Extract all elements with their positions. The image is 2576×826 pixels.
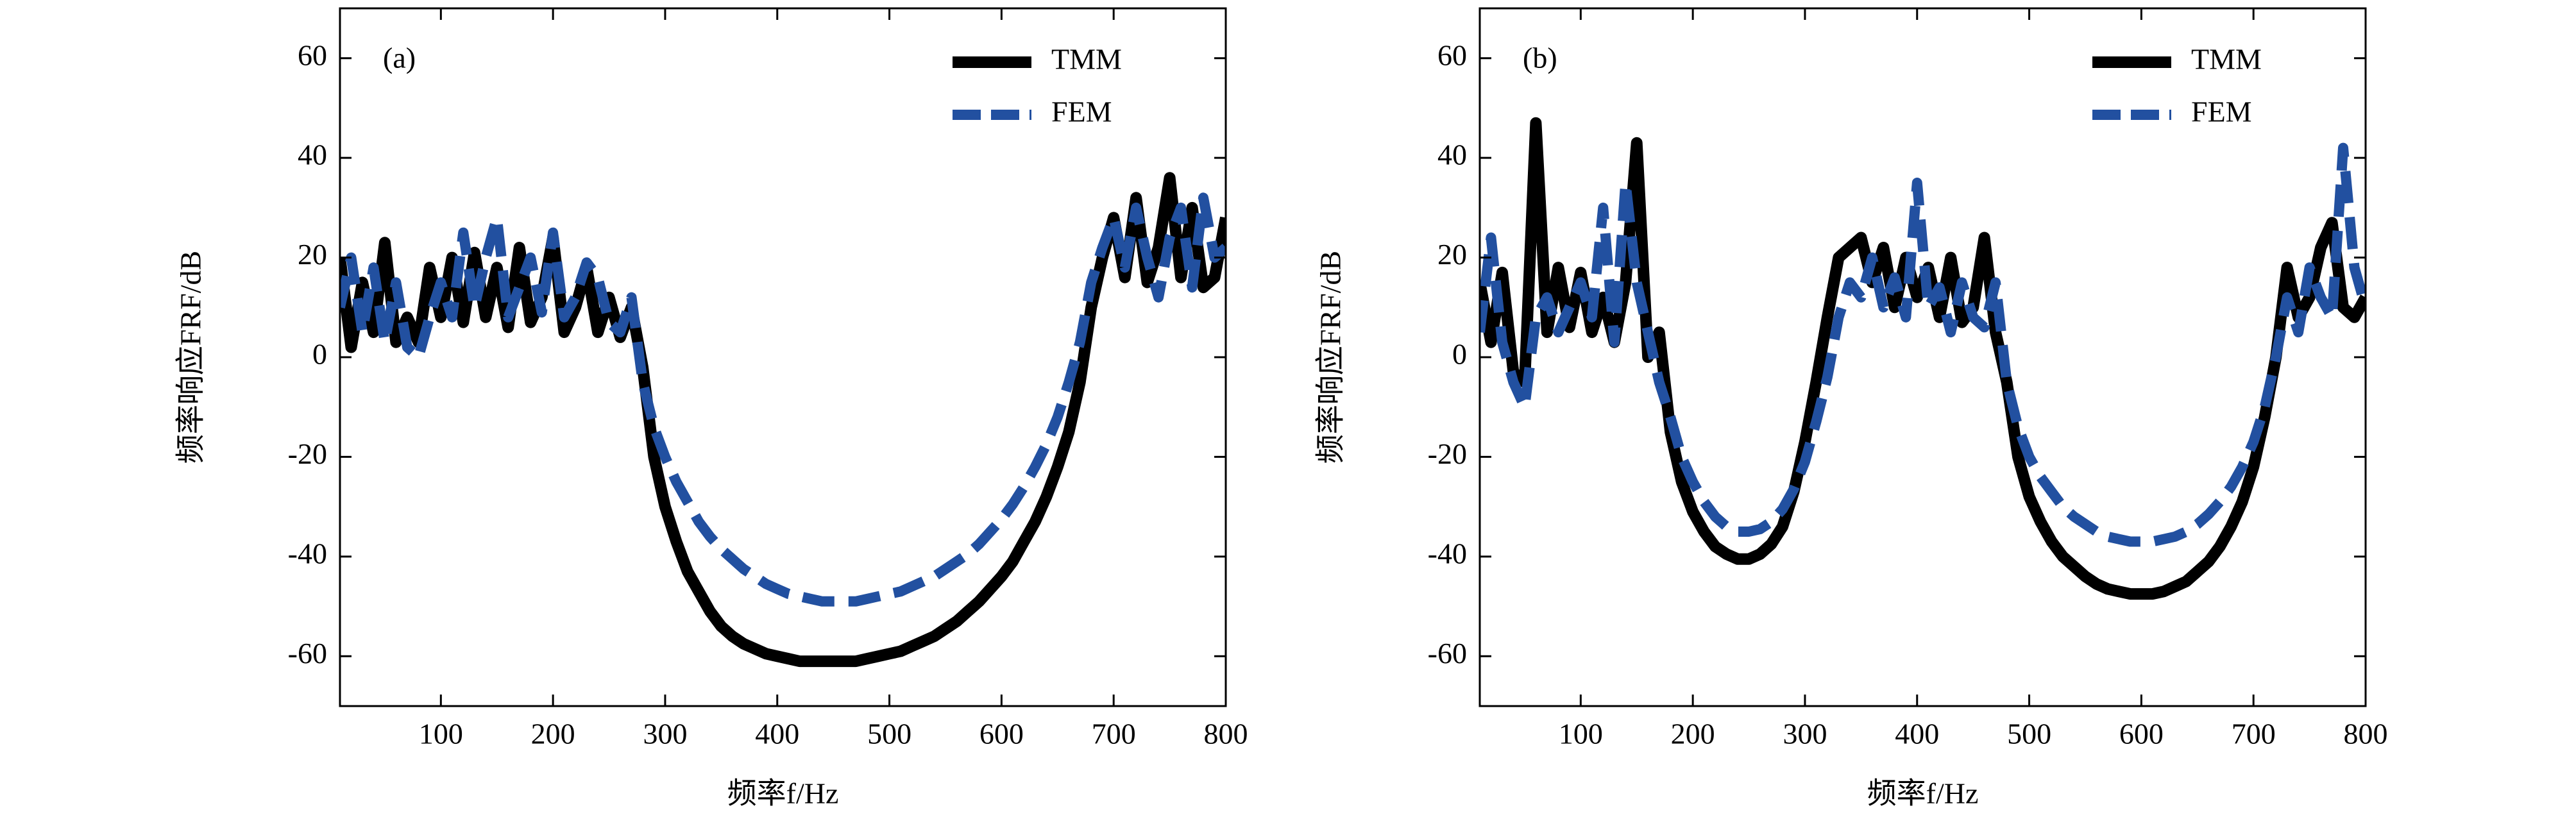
annotation: (b) [1523, 42, 1557, 74]
x-tick-label: 200 [531, 718, 575, 750]
x-tick-label: 400 [1895, 718, 1939, 750]
x-tick-label: 800 [1204, 718, 1248, 750]
x-tick-label: 300 [643, 718, 687, 750]
x-tick-label: 300 [1783, 718, 1827, 750]
x-tick-label: 700 [1092, 718, 1136, 750]
x-tick-label: 700 [2232, 718, 2276, 750]
x-axis-label: 频率f/Hz [1867, 777, 1979, 810]
y-axis-label: 频率响应FRF/dB [174, 251, 207, 464]
panel: TMM FEM 100 200 300 400 500 600 700 800 -60 -40 -20 0… [1314, 7, 2388, 810]
panel: TMM FEM 100 200 300 400 500 600 700 800 -60 -40 -20 0… [174, 7, 1248, 810]
x-tick-label: 600 [979, 718, 1024, 750]
x-tick-label: 100 [419, 718, 463, 750]
x-tick-label: 800 [2344, 718, 2388, 750]
x-axis-label: 频率f/Hz [727, 777, 839, 810]
series-line [1480, 142, 2366, 547]
y-axis-label: 频率响应FRF/dB [1314, 251, 1347, 464]
x-tick-label: 500 [2007, 718, 2051, 750]
annotation: (a) [383, 42, 416, 74]
legend-label: TMM [1051, 43, 1122, 76]
y-tick-label: -60 [1428, 637, 1467, 670]
y-tick-label: 40 [298, 139, 327, 171]
x-tick-label: 400 [755, 718, 799, 750]
y-tick-label: 0 [1452, 338, 1467, 371]
y-tick-label: 40 [1437, 139, 1467, 171]
series-line [340, 192, 1226, 607]
y-tick-label: 20 [1437, 238, 1467, 271]
legend-label: FEM [2191, 96, 2252, 128]
y-tick-label: 60 [1437, 38, 1467, 71]
y-tick-label: -40 [288, 537, 327, 569]
legend-label: TMM [2191, 43, 2262, 76]
y-tick-label: 60 [298, 38, 327, 71]
legend-label: FEM [1051, 96, 1112, 128]
x-tick-label: 200 [1671, 718, 1715, 750]
y-tick-label: 0 [312, 338, 327, 371]
series-line [340, 172, 1226, 668]
x-tick-label: 100 [1559, 718, 1603, 750]
y-tick-label: -40 [1428, 537, 1467, 569]
y-tick-label: -20 [1428, 437, 1467, 470]
y-tick-label: 20 [298, 238, 327, 271]
x-tick-label: 500 [867, 718, 911, 750]
y-tick-label: -60 [288, 637, 327, 670]
x-tick-label: 600 [2119, 718, 2164, 750]
y-tick-label: -20 [288, 437, 327, 470]
